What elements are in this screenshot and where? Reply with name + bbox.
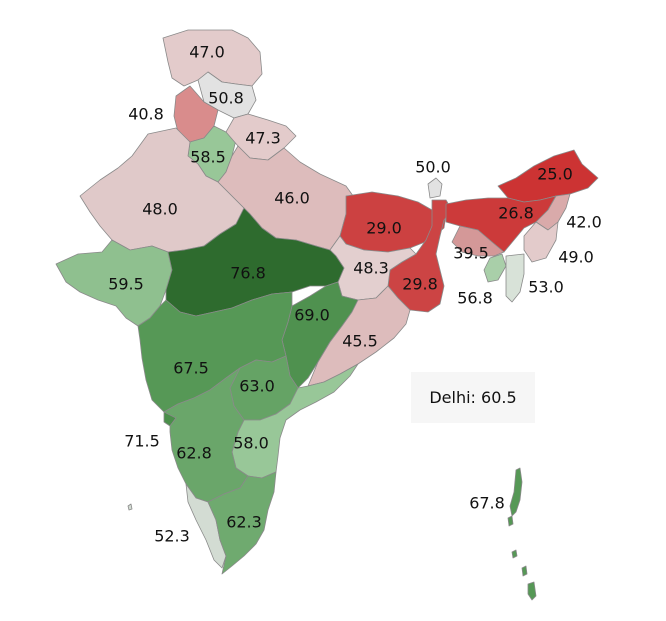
label-himachal-pradesh: 50.8 — [208, 89, 244, 108]
region-manipur — [523, 221, 559, 263]
island-lakshadweep — [127, 503, 133, 511]
label-nagaland: 42.0 — [566, 213, 602, 232]
label-uttar-pradesh: 46.0 — [274, 189, 310, 208]
region-kerala — [185, 483, 227, 569]
label-tripura: 56.8 — [457, 289, 493, 308]
label-maharashtra: 67.5 — [173, 359, 209, 378]
label-telangana: 63.0 — [239, 377, 275, 396]
label-sikkim: 50.0 — [415, 158, 451, 177]
region-gujarat — [55, 239, 173, 327]
island-andaman-small — [507, 515, 514, 527]
label-arunachal-pradesh: 25.0 — [537, 165, 573, 184]
island-nicobar-3 — [527, 581, 537, 601]
label-jammu-kashmir: 47.0 — [189, 43, 225, 62]
label-mizoram: 53.0 — [528, 278, 564, 297]
label-goa: 71.5 — [124, 432, 160, 451]
label-andaman-nicobar: 67.8 — [469, 494, 505, 513]
region-sikkim — [427, 177, 443, 199]
island-nicobar-2 — [521, 565, 528, 577]
island-nicobar-1 — [511, 549, 518, 559]
label-haryana: 58.5 — [190, 148, 226, 167]
label-meghalaya: 39.5 — [453, 244, 489, 263]
label-bihar: 29.0 — [366, 219, 402, 238]
delhi-value-box: Delhi: 60.5 — [411, 372, 535, 423]
label-karnataka: 62.8 — [176, 444, 212, 463]
label-madhya-pradesh: 76.8 — [230, 264, 266, 283]
region-andaman-nicobar — [509, 467, 523, 517]
region-mizoram — [505, 253, 525, 303]
label-assam: 26.8 — [498, 204, 534, 223]
region-tripura — [483, 253, 507, 283]
label-tamil-nadu: 62.3 — [226, 513, 262, 532]
delhi-value-text: Delhi: 60.5 — [429, 388, 517, 407]
region-tamil-nadu — [207, 471, 277, 575]
label-chhattisgarh: 69.0 — [294, 306, 330, 325]
label-manipur: 49.0 — [558, 248, 594, 267]
label-andhra-pradesh: 58.0 — [233, 434, 269, 453]
region-maharashtra — [137, 291, 293, 413]
label-odisha: 45.5 — [342, 332, 378, 351]
region-andhra-pradesh — [231, 363, 359, 479]
label-rajasthan: 48.0 — [142, 200, 178, 219]
label-jharkhand: 48.3 — [353, 259, 389, 278]
region-meghalaya — [451, 225, 505, 257]
region-karnataka — [163, 367, 249, 503]
label-gujarat: 59.5 — [108, 275, 144, 294]
label-uttarakhand: 47.3 — [245, 129, 281, 148]
label-kerala: 52.3 — [154, 527, 190, 546]
label-punjab: 40.8 — [128, 105, 164, 124]
label-west-bengal: 29.8 — [402, 275, 438, 294]
